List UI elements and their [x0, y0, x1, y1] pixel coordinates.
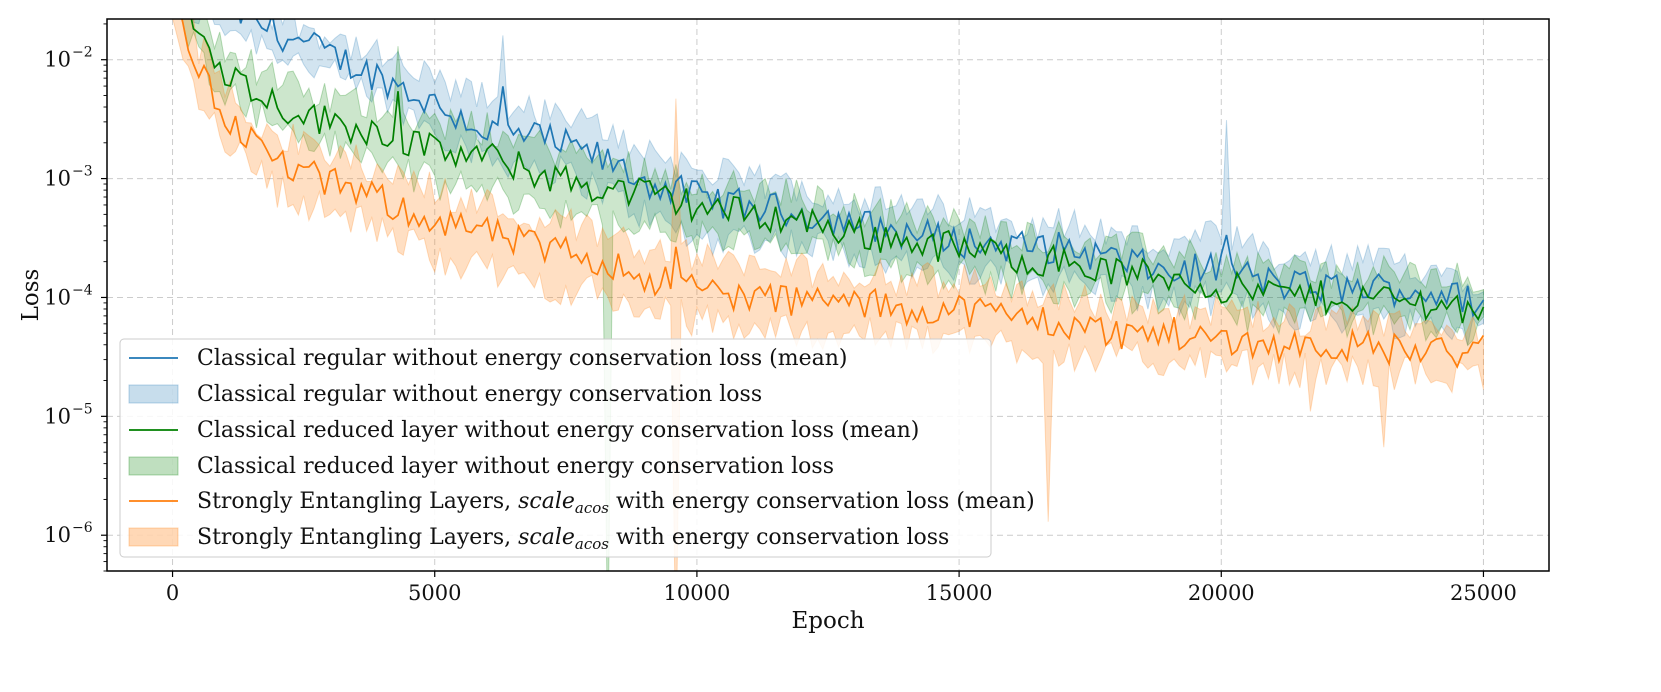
- legend-label-entangling-band-pre: Strongly Entangling Layers,: [197, 525, 518, 550]
- x-tick-label: 25000: [1450, 581, 1517, 605]
- legend-label-regular-mean: Classical regular without energy conserv…: [197, 346, 847, 371]
- y-tick-base: 10: [44, 167, 71, 191]
- mean-line-series-0: [238, 19, 1485, 318]
- legend-label-entangling-band-scale: scale: [518, 525, 575, 550]
- legend-swatch-entangling-band: [128, 527, 179, 547]
- x-tick-label: 10000: [664, 581, 731, 605]
- plot-frame: [106, 18, 1550, 572]
- legend-label-entangling-band-post: with energy conservation loss: [609, 525, 949, 550]
- mean-lines: [181, 19, 1485, 369]
- mean-line-series-1: [190, 19, 1485, 324]
- mean-line-series-2: [181, 19, 1485, 369]
- y-tick-label: 10: [44, 48, 71, 72]
- legend-label-entangling-mean-scale: scale: [518, 489, 575, 514]
- y-tick-base: 10: [44, 523, 71, 547]
- y-tick-base: 10: [44, 285, 71, 309]
- legend-label-entangling-mean-pre: Strongly Entangling Layers,: [197, 489, 518, 514]
- legend-label-entangling-mean-post: with energy conservation loss (mean): [609, 489, 1035, 514]
- legend-label-regular-band: Classical regular without energy conserv…: [197, 382, 762, 407]
- legend-label-entangling-band: Strongly Entangling Layers, scaleacos wi…: [197, 525, 949, 553]
- y-tick-label: 10: [44, 167, 71, 191]
- legend-label-entangling-mean-sub: acos: [575, 499, 609, 517]
- x-axis-ticks: 0 5000 10000 15000 20000 25000: [166, 571, 1517, 605]
- y-tick-exponent: −2: [72, 45, 93, 61]
- legend-box: [119, 338, 992, 558]
- legend-label-reduced-band: Classical reduced layer without energy c…: [197, 454, 834, 479]
- y-tick-base: 10: [44, 48, 71, 72]
- y-tick-base: 10: [44, 404, 71, 428]
- y-tick-exponent: −3: [72, 164, 93, 180]
- x-tick-label: 5000: [408, 581, 461, 605]
- y-tick-label: 10: [44, 285, 71, 309]
- legend-label-entangling-band-sub: acos: [575, 535, 609, 553]
- y-tick-exponent: −5: [72, 401, 93, 417]
- y-axis-title: Loss: [18, 269, 44, 322]
- x-tick-label: 0: [166, 581, 179, 605]
- legend-swatch-reduced-band: [128, 456, 179, 476]
- x-axis-title: Epoch: [791, 608, 864, 634]
- x-tick-label: 20000: [1188, 581, 1255, 605]
- legend-label-entangling-mean: Strongly Entangling Layers, scaleacos wi…: [197, 489, 1035, 517]
- y-tick-exponent: −4: [72, 282, 93, 298]
- x-tick-label: 15000: [926, 581, 993, 605]
- y-tick-label: 10: [44, 404, 71, 428]
- legend-swatch-regular-band: [128, 384, 179, 404]
- legend: Classical regular without energy conserv…: [119, 338, 1035, 558]
- legend-label-reduced-mean: Classical reduced layer without energy c…: [197, 418, 919, 443]
- y-axis-ticks: 10−610−510−410−310−2: [44, 23, 107, 572]
- y-tick-label: 10: [44, 523, 71, 547]
- band-series-2: [172, 19, 1484, 571]
- y-tick-exponent: −6: [72, 520, 93, 536]
